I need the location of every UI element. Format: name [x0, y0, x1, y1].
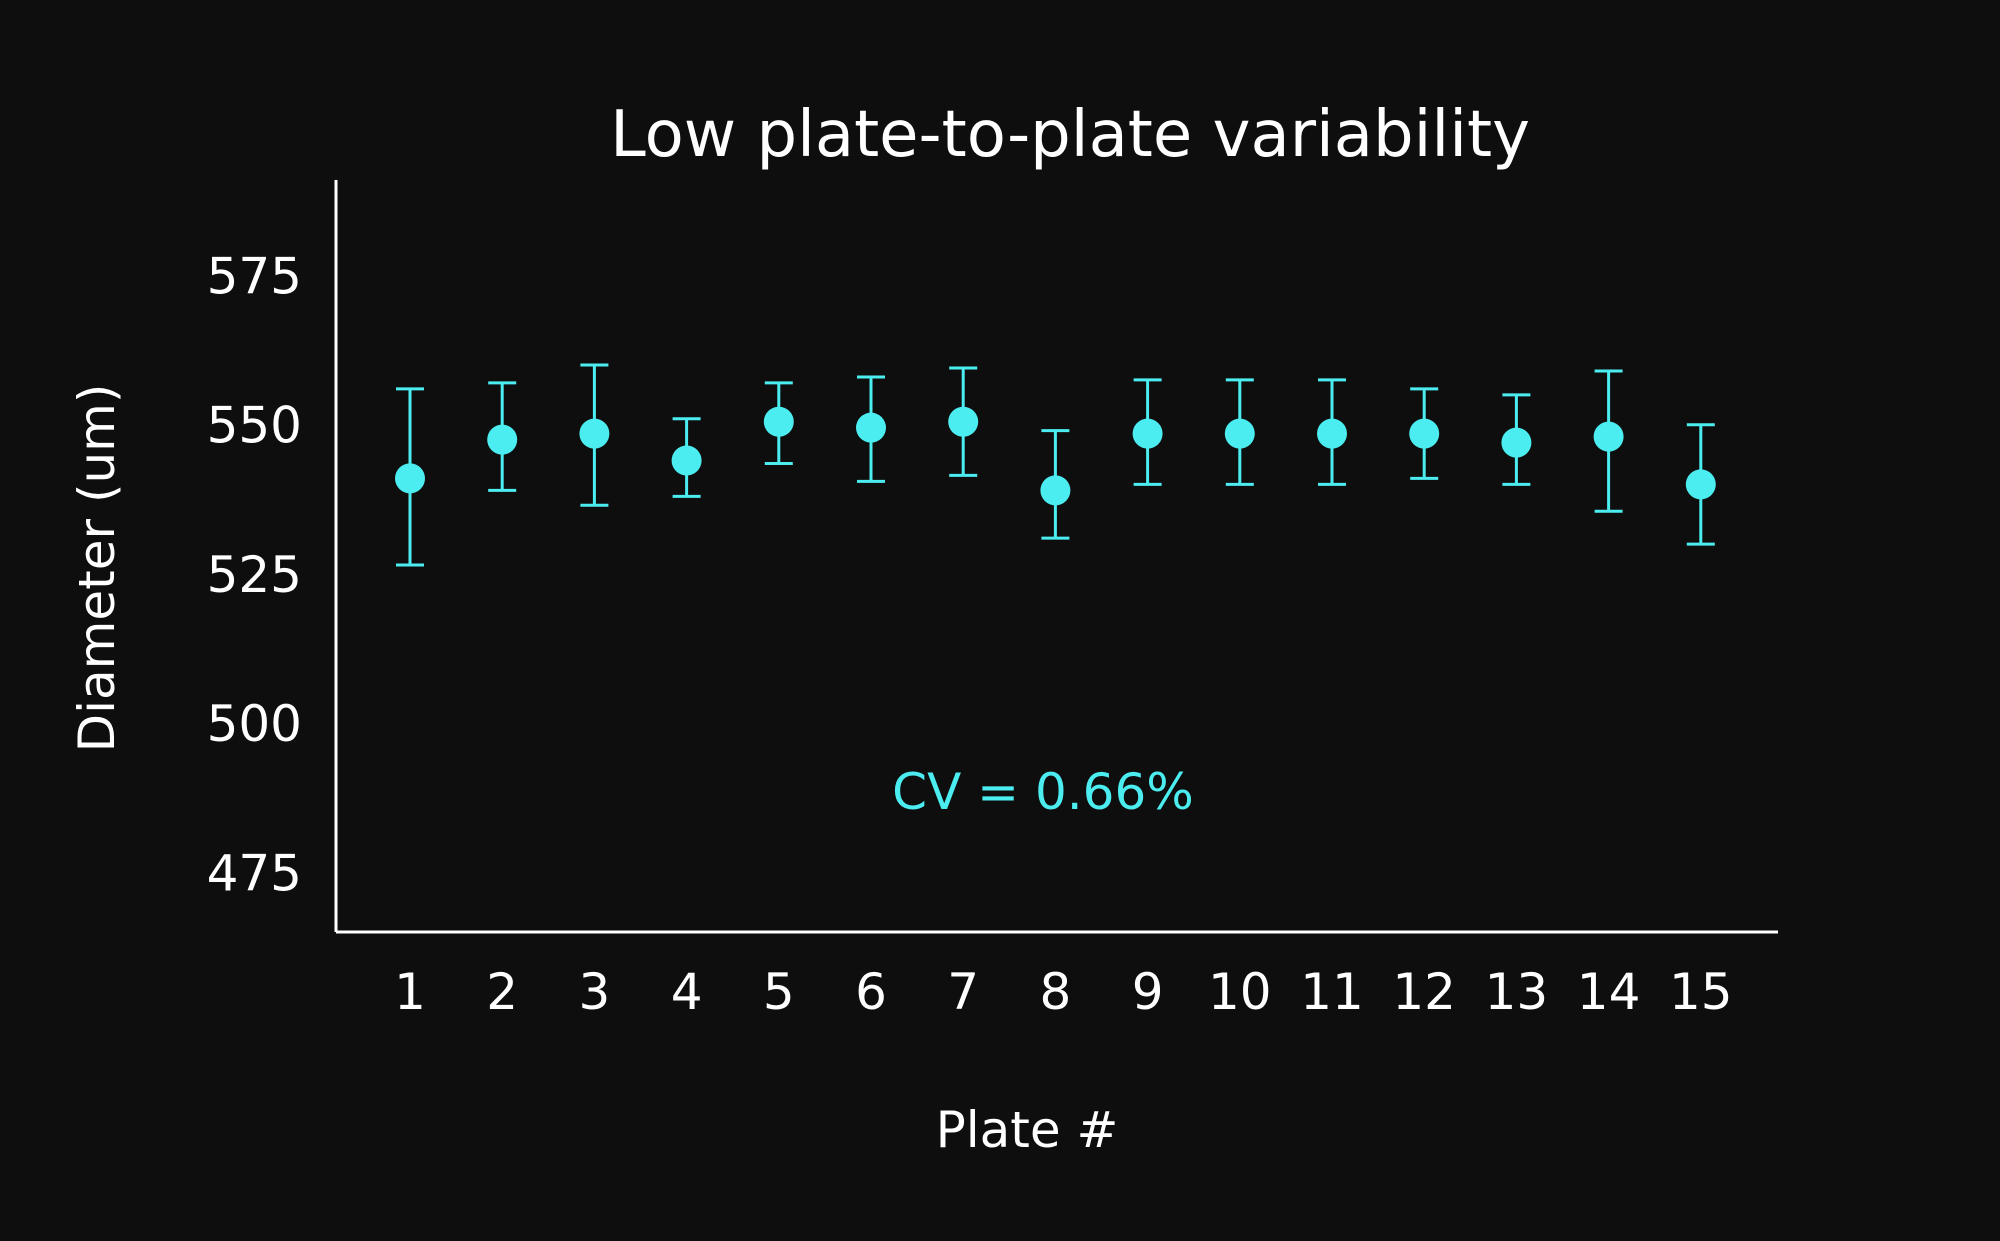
data-point — [1040, 475, 1071, 506]
x-tick-label: 14 — [1577, 963, 1641, 1021]
data-point — [1501, 427, 1532, 458]
x-tick-labels: 1 2 3 4 5 6 7 8 9 10 11 12 13 14 15 — [394, 963, 1733, 1021]
data-point — [1224, 418, 1255, 449]
data-point — [1132, 418, 1163, 449]
data-point — [1409, 418, 1440, 449]
data-point — [487, 424, 518, 455]
x-tick-label: 9 — [1132, 963, 1164, 1021]
x-tick-label: 1 — [394, 963, 426, 1021]
x-tick-label: 2 — [486, 963, 518, 1021]
x-tick-label: 6 — [855, 963, 887, 1021]
y-axis-label: Diameter (um) — [68, 384, 126, 753]
data-point — [1317, 418, 1347, 449]
y-tick-label: 550 — [207, 397, 302, 455]
chart-title: Low plate-to-plate variability — [610, 98, 1530, 172]
x-tick-label: 3 — [578, 963, 610, 1021]
y-tick-labels: 475 500 525 550 575 — [207, 247, 302, 902]
data-point — [579, 418, 610, 449]
x-tick-label: 4 — [671, 963, 703, 1021]
y-tick-label: 575 — [207, 247, 302, 305]
y-tick-label: 525 — [207, 546, 302, 604]
x-tick-label: 10 — [1208, 963, 1272, 1021]
x-tick-label: 11 — [1300, 963, 1364, 1021]
x-tick-label: 7 — [947, 963, 979, 1021]
x-tick-label: 12 — [1392, 963, 1456, 1021]
data-point — [395, 463, 425, 494]
data-point — [856, 412, 886, 443]
data-point — [1593, 421, 1624, 452]
x-tick-label: 5 — [763, 963, 795, 1021]
data-point — [1685, 469, 1716, 500]
cv-annotation: CV = 0.66% — [892, 763, 1194, 821]
data-point — [671, 445, 702, 476]
x-tick-label: 8 — [1039, 963, 1071, 1021]
y-tick-label: 500 — [207, 695, 302, 753]
y-tick-label: 475 — [207, 844, 302, 902]
x-tick-label: 15 — [1669, 963, 1733, 1021]
data-point — [763, 406, 794, 437]
plot-area — [395, 363, 1716, 567]
x-tick-label: 13 — [1485, 963, 1549, 1021]
x-axis-label: Plate # — [936, 1101, 1119, 1159]
data-point — [948, 406, 979, 437]
